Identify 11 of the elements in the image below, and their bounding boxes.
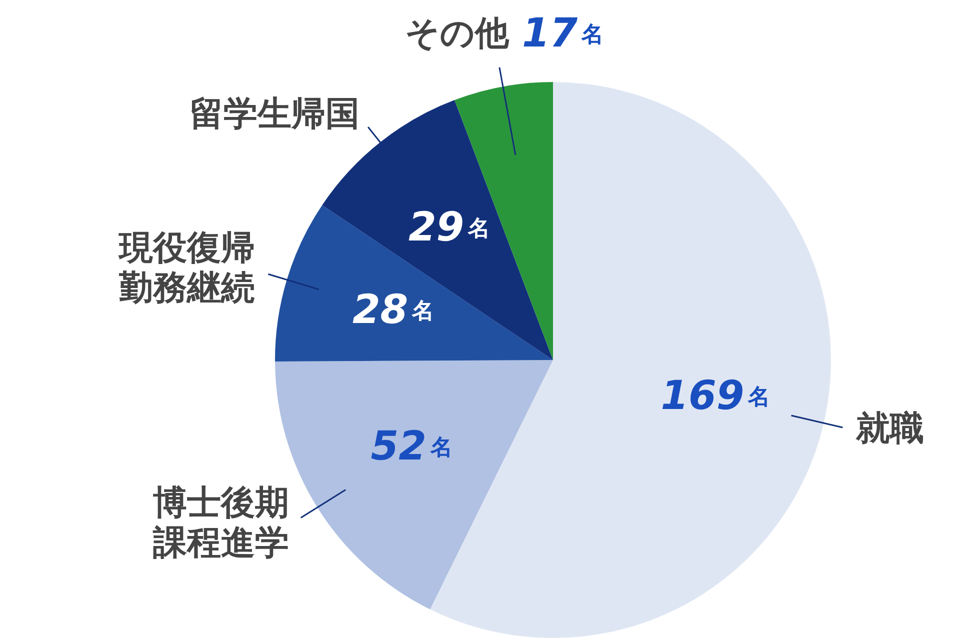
slice-label: 留学生帰国 <box>189 94 360 134</box>
slice-label: 就職 <box>855 408 924 449</box>
slice-label: その他 <box>404 14 510 54</box>
data-label: 169名 <box>660 372 770 419</box>
slice-label: 現役復帰勤務継続 <box>118 228 255 308</box>
data-label: 29名 <box>408 204 490 250</box>
data-label: 28名 <box>352 286 434 333</box>
data-label: 17名 <box>522 10 604 57</box>
data-label: 52名 <box>370 423 452 470</box>
slice-label: 博士後期課程進学 <box>152 483 290 564</box>
pie-slice <box>275 205 553 362</box>
